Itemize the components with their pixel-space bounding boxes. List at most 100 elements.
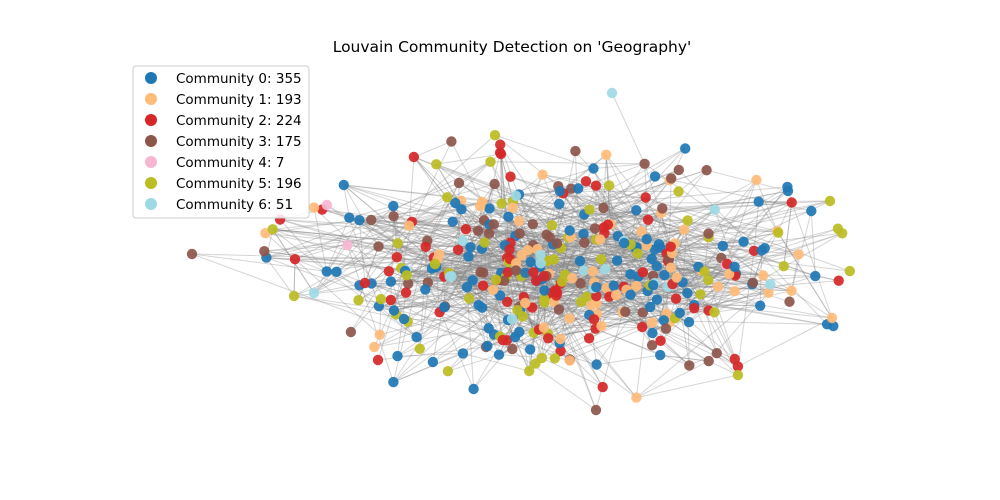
node-community-0 (420, 284, 431, 295)
node-community-1 (610, 289, 622, 301)
network-edge (413, 156, 448, 198)
network-edge (482, 201, 779, 234)
network-edge (753, 201, 760, 251)
network-edge (374, 306, 445, 348)
node-community-2 (689, 303, 700, 314)
node-community-1 (433, 249, 445, 260)
network-edge (559, 190, 597, 240)
legend-label-community-4: Community 4: 7 (176, 155, 284, 171)
network-edge (396, 141, 452, 258)
network-edge (595, 311, 624, 411)
legend-marker-community-4 (145, 156, 157, 168)
node-community-2 (665, 241, 676, 252)
network-edge (294, 256, 397, 260)
network-nodes (186, 87, 855, 416)
network-edge (654, 175, 812, 212)
node-community-0 (574, 255, 586, 267)
network-edge (669, 321, 739, 367)
network-edge (726, 186, 788, 265)
node-community-3 (657, 203, 668, 214)
node-community-3 (507, 343, 518, 355)
network-edge (608, 185, 662, 214)
network-edge (413, 156, 509, 273)
network-edge (543, 275, 639, 278)
network-edge (686, 293, 690, 366)
network-edge (489, 207, 653, 324)
node-community-0 (648, 280, 659, 291)
node-community-5 (595, 254, 607, 265)
node-community-0 (729, 261, 740, 272)
node-community-6 (446, 271, 457, 282)
node-community-0 (388, 200, 399, 212)
node-community-3 (544, 231, 555, 243)
network-edge (593, 168, 632, 245)
network-edge (397, 352, 464, 357)
network-edge (615, 294, 653, 346)
node-community-6 (308, 287, 320, 299)
network-edge (660, 354, 709, 362)
network-edge (191, 253, 509, 263)
network-edge (590, 290, 735, 306)
network-edge (670, 148, 686, 179)
network-edge (411, 201, 483, 223)
node-community-2 (580, 176, 592, 187)
network-edge (714, 283, 771, 313)
network-edge (584, 214, 647, 240)
node-community-6 (606, 87, 618, 99)
network-edge (444, 295, 557, 307)
network-edge (371, 202, 456, 221)
node-community-3 (784, 296, 795, 307)
node-community-0 (625, 269, 636, 280)
node-community-3 (484, 228, 495, 239)
network-edge (617, 236, 626, 312)
network-edge (393, 280, 538, 383)
node-community-1 (374, 329, 385, 340)
node-community-0 (755, 300, 766, 311)
node-community-5 (375, 293, 387, 305)
node-community-3 (259, 246, 270, 257)
node-community-3 (666, 173, 677, 184)
network-edge (490, 161, 514, 202)
network-edge (343, 184, 649, 221)
network-edge (651, 236, 709, 260)
node-community-2 (452, 244, 464, 255)
network-edge (427, 282, 475, 390)
node-community-0 (503, 211, 514, 222)
network-edge (457, 182, 460, 250)
network-edge (623, 240, 649, 292)
node-community-3 (446, 136, 457, 147)
network-edge (667, 253, 799, 262)
node-community-0 (653, 239, 665, 250)
network-edge (378, 305, 715, 313)
network-edge (515, 195, 646, 198)
network-edge (512, 207, 605, 234)
network-edge (663, 275, 816, 321)
node-community-6 (535, 258, 546, 269)
network-edge (636, 360, 709, 399)
network-edge (279, 219, 545, 304)
node-community-3 (475, 267, 486, 278)
node-community-5 (824, 195, 836, 207)
legend-marker-community-6 (145, 198, 157, 210)
network-edge (583, 239, 597, 271)
node-community-5 (556, 276, 568, 287)
node-community-0 (649, 171, 661, 182)
node-community-3 (514, 228, 525, 239)
node-community-2 (588, 314, 600, 325)
node-community-1 (564, 355, 575, 366)
network-edge (313, 134, 496, 294)
node-community-0 (680, 143, 691, 154)
node-community-1 (537, 169, 548, 180)
node-community-6 (457, 235, 469, 247)
network-edge (473, 339, 504, 390)
network-edge (623, 179, 671, 244)
node-community-1 (786, 285, 797, 296)
network-edge (393, 289, 494, 311)
node-community-2 (502, 267, 514, 278)
node-community-5 (604, 180, 615, 191)
network-edge (507, 272, 520, 332)
node-community-0 (625, 289, 636, 300)
node-community-2 (383, 266, 395, 277)
network-edge (408, 208, 462, 227)
network-edge (498, 284, 651, 356)
